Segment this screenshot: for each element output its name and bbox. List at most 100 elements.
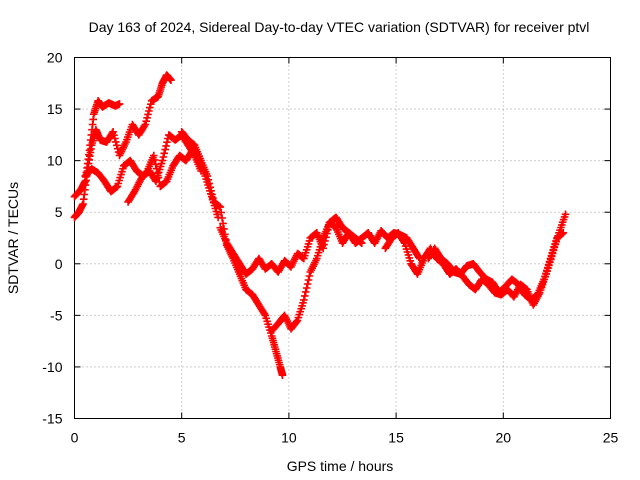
data-point-interp [313, 251, 322, 260]
data-point [113, 182, 122, 191]
data-point [167, 76, 175, 84]
data-point-interp [294, 313, 303, 322]
data-point-interp [301, 288, 310, 296]
data-markers [70, 71, 570, 379]
data-point [300, 254, 308, 263]
data-point-interp [114, 179, 123, 188]
data-point-interp [152, 164, 161, 173]
data-point-interp [542, 269, 550, 278]
data-point [150, 151, 158, 160]
data-point-interp [207, 187, 215, 195]
data-point-interp [145, 107, 153, 115]
y-tick-label: -15 [42, 411, 62, 427]
data-point-interp [110, 131, 118, 139]
x-tick-label: 0 [71, 430, 79, 446]
data-point-interp [547, 251, 556, 260]
data-point-interp [111, 134, 119, 143]
data-point-interp [299, 299, 307, 307]
data-point-interp [316, 243, 325, 251]
data-point-interp [264, 320, 272, 328]
y-axis-title: SDTVAR / TECUs [5, 182, 21, 294]
data-point-interp [304, 276, 313, 284]
data-point-interp [297, 304, 305, 313]
data-point-interp [404, 251, 413, 259]
data-point [313, 254, 321, 263]
data-point [109, 128, 117, 136]
series-arc-1 [70, 97, 124, 201]
data-point-interp [549, 246, 557, 254]
plot-frame [74, 57, 611, 419]
data-point-interp [154, 173, 163, 182]
data-point-interp [161, 145, 169, 154]
data-point [293, 316, 302, 325]
data-point-interp [115, 176, 123, 185]
data-point-interp [112, 138, 120, 146]
data-point-interp [548, 248, 557, 257]
data-point-interp [153, 169, 162, 177]
x-tick-label: 10 [281, 430, 297, 446]
data-point-interp [143, 114, 151, 122]
data-point-interp [206, 183, 214, 191]
data-point-interp [116, 173, 124, 182]
data-point-interp [113, 144, 122, 153]
data-point-interp [550, 243, 558, 251]
data-point-interp [118, 167, 126, 176]
data-point-interp [406, 257, 414, 265]
data-point-interp [305, 272, 314, 280]
data-point-interp [217, 208, 225, 217]
data-point-interp [543, 266, 551, 275]
data-point-interp [545, 257, 554, 266]
data-point-interp [212, 207, 221, 216]
series-arc-7 [267, 218, 366, 335]
data-point-interp [262, 314, 270, 323]
data-point [561, 210, 570, 219]
x-tick-label: 15 [388, 430, 404, 446]
data-point-interp [314, 248, 323, 257]
data-point-interp [213, 210, 221, 219]
data-point-interp [151, 160, 160, 169]
y-tick-label: 0 [55, 256, 63, 272]
data-point-interp [403, 248, 412, 256]
data-point-interp [303, 280, 312, 288]
data-point-interp [401, 242, 410, 250]
data-point-interp [405, 254, 414, 262]
chart-title: Day 163 of 2024, Sidereal Day-to-day VTE… [89, 19, 590, 35]
data-point-interp [302, 246, 311, 254]
y-tick-label: -10 [42, 359, 62, 375]
data-point-interp [159, 153, 168, 161]
data-point [203, 172, 212, 180]
grid [74, 57, 611, 419]
data-point-interp [296, 307, 304, 316]
x-tick-label: 20 [496, 430, 512, 446]
data-point-interp [160, 149, 168, 158]
data-point-interp [318, 237, 327, 245]
data-point-interp [147, 100, 155, 108]
data-point [278, 371, 287, 379]
data-point-interp [163, 138, 171, 146]
y-tick-label: 15 [47, 101, 63, 117]
y-tick-label: -5 [50, 307, 63, 323]
data-point-interp [144, 110, 152, 119]
data-point-interp [156, 162, 165, 171]
data-point-interp [551, 240, 559, 248]
data-point-interp [544, 260, 553, 269]
data-point-interp [208, 190, 216, 199]
data-point-interp [142, 117, 150, 125]
data-point [216, 203, 225, 211]
data-point-interp [402, 245, 411, 253]
data-point-interp [218, 214, 226, 222]
data-point-interp [304, 240, 313, 248]
data-point-interp [146, 103, 154, 112]
series-arc-2 [70, 71, 175, 222]
y-tick-label: 20 [47, 50, 63, 66]
data-point-interp [301, 251, 309, 260]
data-point-interp [317, 240, 326, 248]
y-tick-label: 5 [55, 204, 63, 220]
data-point-interp [541, 272, 549, 281]
data-point [546, 254, 555, 263]
data-point [115, 100, 124, 108]
data-point-interp [303, 243, 312, 251]
data-point-interp [543, 263, 552, 272]
data-point-interp [219, 219, 227, 228]
